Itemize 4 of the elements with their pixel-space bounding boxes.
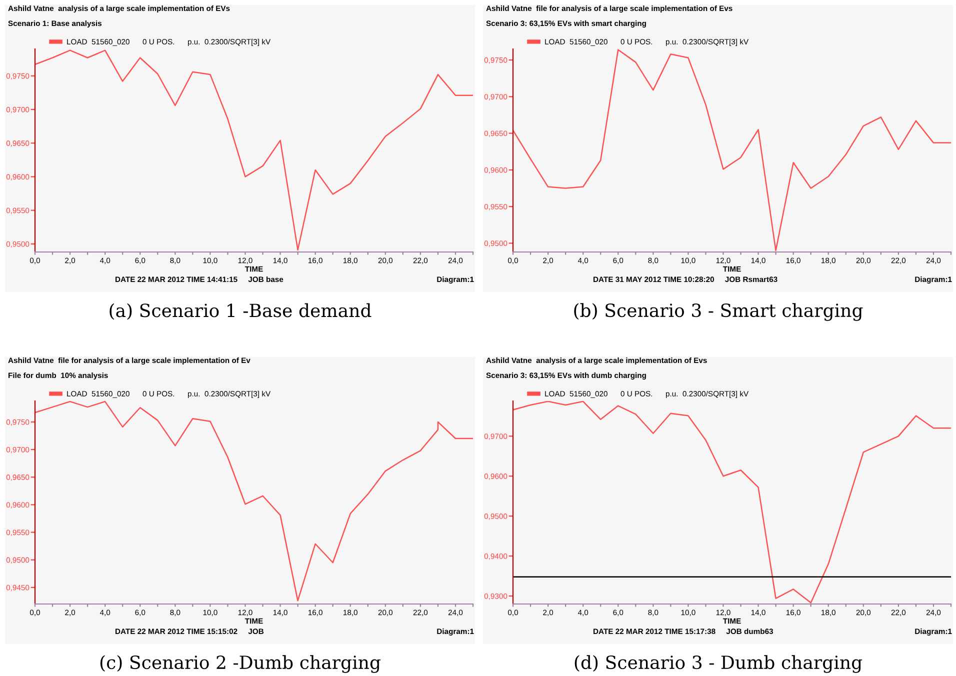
text: (a) Scenario 1 -Base demand [110,303,372,320]
text: (c) Scenario 2 -Dumb charging [100,655,380,673]
text: (d) Scenario 3 - Dumb charging [574,655,862,673]
text: (b) Scenario 3 - Smart charging [574,303,863,321]
